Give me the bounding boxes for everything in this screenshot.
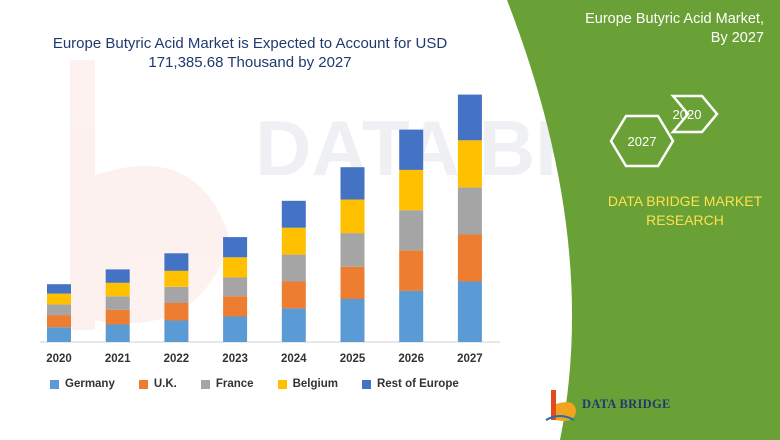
bar-2026-france (399, 210, 424, 251)
legend-swatch (200, 379, 210, 389)
bar-2024-belgium (281, 227, 306, 255)
legend-swatch (277, 379, 287, 389)
bar-2023-france (223, 277, 248, 297)
panel-brand-name: DATA BRIDGE MARKET RESEARCH (590, 192, 780, 230)
bar-2020-belgium (47, 293, 71, 305)
x-tick-2023: 2023 (222, 353, 248, 365)
bar-2021-u-k- (105, 309, 130, 325)
legend-item-u-k-: U.K. (138, 378, 177, 390)
bar-2026-belgium (399, 169, 424, 211)
bar-2026-germany (399, 290, 424, 342)
hex-label-start: 2020 (673, 107, 702, 122)
bar-2022-rest-of-europe (164, 253, 189, 271)
bar-2020-rest-of-europe (47, 284, 71, 294)
chart-title: Europe Butyric Acid Market is Expected t… (40, 34, 460, 72)
legend-item-france: France (200, 378, 254, 390)
bar-2025-france (340, 233, 365, 267)
x-tick-2021: 2021 (105, 353, 131, 365)
legend-label: France (215, 378, 254, 390)
legend-item-germany: Germany (50, 378, 115, 390)
bar-2027-germany (457, 281, 482, 342)
panel-title: Europe Butyric Acid Market, By 2027 (548, 10, 764, 48)
legend-label: Rest of Europe (376, 378, 459, 390)
bar-2024-france (281, 254, 306, 282)
bar-2025-u-k- (340, 266, 365, 299)
brand-logo-text: DATA BRIDGE (582, 397, 671, 411)
bar-2022-u-k- (164, 303, 189, 321)
hexagon-2027: 2027 (609, 114, 675, 168)
bar-2022-belgium (164, 270, 189, 287)
panel-title-line2: By 2027 (710, 30, 764, 46)
bar-2020-france (47, 304, 71, 316)
x-tick-labels: 2020 2021 2022 2023 2024 2025 2026 2027 (46, 353, 482, 365)
brand-logo-icon (545, 390, 576, 421)
bar-2027-belgium (457, 140, 482, 188)
bar-2027-france (457, 187, 482, 235)
legend-item-rest-of-europe: Rest of Europe (361, 378, 459, 390)
x-tick-2025: 2025 (340, 353, 366, 365)
bar-group (47, 94, 482, 342)
bar-2027-u-k- (457, 234, 482, 282)
bar-2021-rest-of-europe (105, 269, 130, 283)
bar-2022-france (164, 286, 189, 303)
bar-2023-u-k- (223, 296, 248, 317)
bar-2025-rest-of-europe (340, 167, 365, 200)
bar-2025-germany (340, 299, 365, 342)
x-tick-2022: 2022 (164, 353, 190, 365)
green-side-panel (507, 0, 780, 440)
bar-2021-germany (105, 324, 130, 342)
hex-label-end: 2027 (628, 134, 657, 149)
legend-item-belgium: Belgium (277, 378, 338, 390)
chart-title-text: Europe Butyric Acid Market is Expected t… (52, 35, 448, 71)
bar-2026-u-k- (399, 250, 424, 291)
bar-2024-germany (281, 308, 306, 342)
x-tick-2027: 2027 (457, 353, 483, 365)
bar-2022-germany (164, 320, 189, 342)
legend-swatch (361, 379, 371, 389)
bar-2020-germany (47, 327, 71, 342)
bar-2024-rest-of-europe (281, 200, 306, 228)
legend-label: U.K. (153, 378, 177, 390)
panel-brand-line1: DATA BRIDGE MARKET (607, 193, 763, 209)
legend-swatch (50, 379, 59, 389)
panel-brand-line2: RESEARCH (646, 212, 724, 228)
bar-2027-rest-of-europe (457, 94, 482, 141)
legend-label: Belgium (292, 378, 338, 390)
x-tick-2024: 2024 (281, 353, 307, 365)
bar-2021-belgium (105, 282, 130, 297)
x-tick-2020: 2020 (46, 353, 72, 365)
bar-2026-rest-of-europe (399, 129, 424, 170)
x-tick-2026: 2026 (398, 353, 424, 365)
bar-2021-france (105, 296, 130, 310)
chart-legend: Germany U.K. France Belgium Rest of Europe (50, 376, 459, 392)
bar-2025-belgium (340, 199, 365, 234)
bar-2023-belgium (223, 257, 248, 278)
legend-label: Germany (65, 378, 115, 390)
legend-swatch (138, 379, 148, 389)
bar-2020-u-k- (47, 315, 71, 328)
bar-2023-rest-of-europe (223, 237, 248, 258)
bar-2023-germany (223, 316, 248, 342)
bar-2024-u-k- (281, 281, 306, 309)
panel-title-line1: Europe Butyric Acid Market, (585, 11, 764, 27)
hexagon-2020: 2020 (670, 94, 719, 134)
